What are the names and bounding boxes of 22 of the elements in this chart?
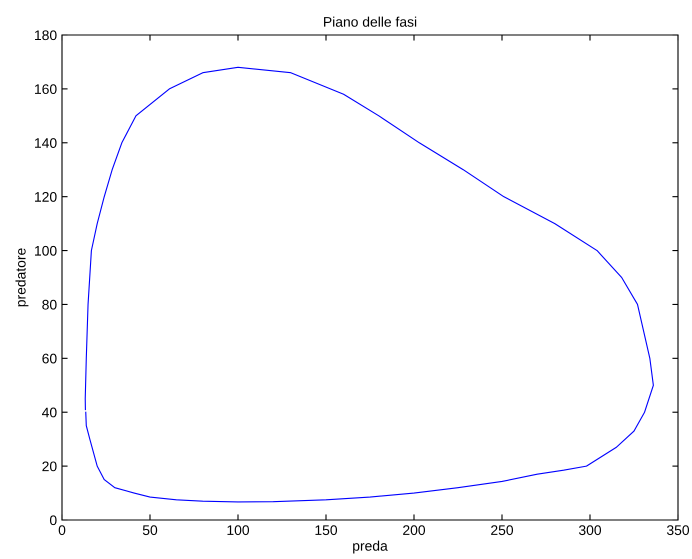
x-tick-label: 0 bbox=[58, 525, 66, 536]
x-tick-label: 300 bbox=[578, 525, 602, 536]
chart-title: Piano delle fasi bbox=[324, 16, 416, 27]
x-tick-label: 150 bbox=[315, 525, 338, 536]
y-tick-label: 120 bbox=[35, 192, 57, 202]
y-tick-label: 100 bbox=[35, 246, 57, 256]
y-tick-label: 20 bbox=[42, 461, 57, 472]
line-series bbox=[84, 66, 654, 502]
x-axis-title: preda bbox=[353, 540, 388, 554]
y-tick-label: 0 bbox=[50, 515, 57, 526]
y-tick-label: 60 bbox=[42, 354, 57, 364]
y-tick-label: 140 bbox=[35, 138, 57, 148]
x-tick-label: 100 bbox=[227, 525, 250, 536]
y-tick-label: 40 bbox=[42, 408, 57, 418]
y-tick-label: 80 bbox=[42, 300, 57, 310]
x-tick-label: 250 bbox=[491, 525, 514, 536]
y-tick-label: 180 bbox=[35, 30, 57, 40]
x-tick-label: 50 bbox=[142, 525, 158, 536]
y-axis-title: predatore bbox=[15, 248, 28, 306]
x-tick-label: 200 bbox=[403, 525, 426, 536]
x-tick-label: 350 bbox=[666, 525, 690, 536]
y-tick-label: 160 bbox=[35, 84, 57, 94]
